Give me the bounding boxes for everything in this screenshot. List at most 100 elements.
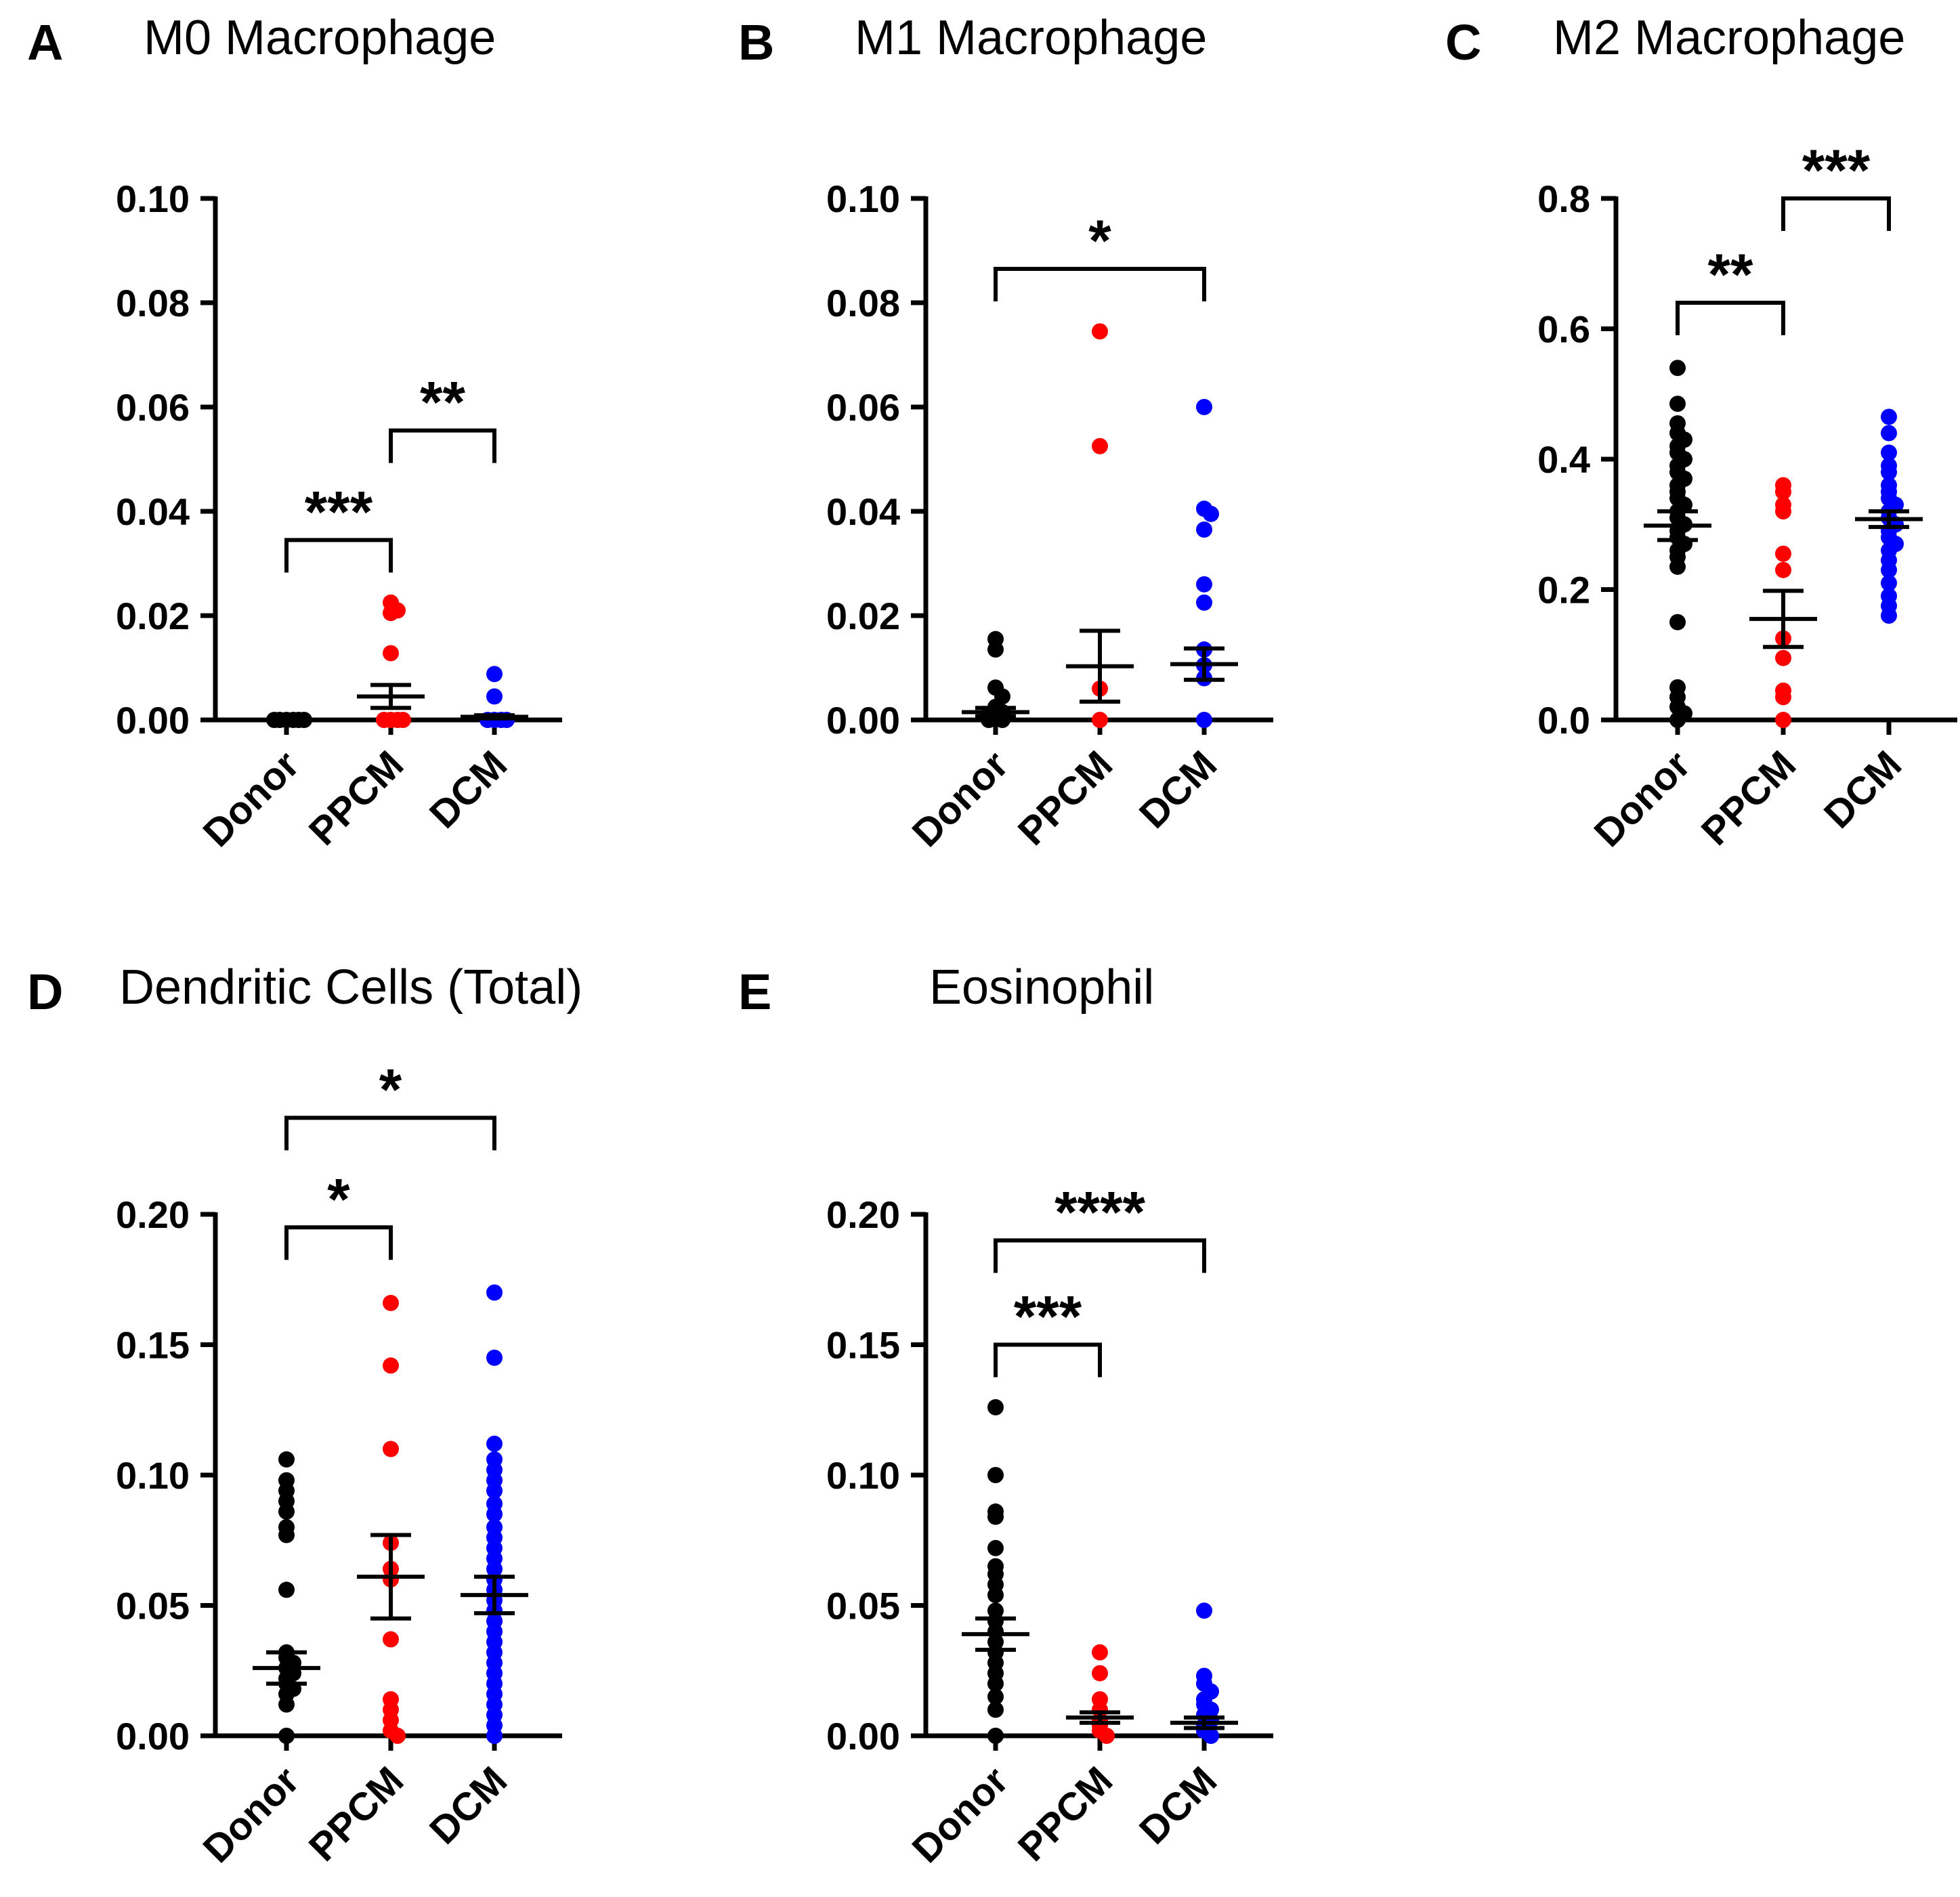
x-category-label: PPCM [1010, 742, 1121, 853]
data-point-ppcm [1775, 484, 1791, 500]
significance-label: *** [305, 479, 373, 545]
y-tick-label: 0.05 [116, 1585, 190, 1627]
data-point-dcm [486, 1506, 503, 1522]
significance-label: * [1088, 209, 1111, 274]
data-point-dcm [1196, 1602, 1212, 1619]
data-point-ppcm [1099, 1728, 1115, 1744]
data-point-ppcm [383, 605, 399, 622]
data-point-donor [278, 1503, 295, 1520]
significance-label: **** [1054, 1180, 1145, 1245]
data-point-dcm [1196, 521, 1212, 538]
data-point-ppcm [1775, 712, 1791, 728]
data-point-ppcm [1775, 689, 1791, 706]
data-point-ppcm [1092, 1665, 1108, 1682]
y-tick-label: 0.10 [116, 1454, 190, 1497]
significance-label: *** [1014, 1285, 1082, 1350]
significance-bracket [1676, 301, 1785, 335]
data-point-donor [1669, 712, 1686, 728]
panel-b: B M1 Macrophage 0.00 0.02 0.04 0.06 0.08 0.10 Do… [738, 11, 1273, 855]
data-point-donor [1669, 614, 1686, 631]
panel-title: M2 Macrophage [1553, 11, 1905, 65]
y-tick-label: 0.15 [116, 1324, 190, 1367]
data-point-donor [278, 1581, 295, 1598]
y-tick-label: 0.20 [826, 1193, 900, 1236]
data-point-ppcm [383, 1441, 399, 1457]
significance-bracket [994, 1238, 1206, 1273]
y-tick-label: 0.08 [826, 282, 900, 324]
y-tick-label: 0.02 [826, 595, 900, 637]
significance-label: *** [1802, 138, 1871, 203]
data-point-ppcm [1092, 438, 1108, 454]
data-point-donor [278, 1451, 295, 1468]
y-tick-label: 0.4 [1537, 438, 1590, 481]
data-point-dcm [1196, 594, 1212, 611]
data-point-dcm [1881, 425, 1897, 442]
x-category-label: DCM [1131, 1758, 1225, 1852]
y-tick-label: 0.00 [826, 699, 900, 742]
data-point-dcm [486, 1284, 503, 1301]
x-category-label: Donor [1585, 742, 1699, 855]
y-tick-label: 0.06 [826, 386, 900, 429]
data-point-ppcm [1775, 503, 1791, 519]
data-point-ppcm [395, 712, 411, 728]
significance-bracket [389, 428, 496, 463]
y-tick-label: 0.05 [826, 1585, 900, 1627]
data-point-dcm [1881, 464, 1897, 481]
panel-a: A M0 Macrophage 0.00 0.02 0.04 0.06 0.08 0.10 Do… [27, 11, 562, 855]
y-tick-label: 0.8 [1537, 177, 1590, 220]
data-point-dcm [1881, 561, 1897, 578]
y-tick-label: 0.04 [826, 490, 900, 533]
panel-title: Dendritic Cells (Total) [119, 960, 582, 1015]
data-point-ppcm [1092, 712, 1108, 728]
data-point-donor [987, 1676, 1004, 1692]
data-point-donor [1669, 558, 1686, 575]
significance-bracket [284, 538, 393, 573]
y-tick-label: 0.02 [116, 595, 190, 637]
data-point-dcm [1881, 608, 1897, 624]
panel-title: Eosinophil [929, 960, 1154, 1015]
x-category-label: Donor [903, 742, 1017, 855]
data-point-dcm [486, 1483, 503, 1499]
data-point-donor [987, 1701, 1004, 1718]
significance-label: ** [1708, 242, 1753, 307]
data-point-donor [987, 1539, 1004, 1556]
data-point-donor [987, 641, 1004, 658]
significance-bracket [284, 1115, 496, 1151]
x-category-label: DCM [1131, 742, 1225, 836]
y-tick-label: 0.6 [1537, 308, 1590, 351]
panel-title: M1 Macrophage [855, 11, 1207, 65]
data-point-donor [987, 1688, 1004, 1705]
data-point-dcm [486, 1349, 503, 1366]
data-point-dcm [486, 1728, 503, 1744]
data-point-ppcm [1775, 649, 1791, 666]
x-category-label: DCM [421, 742, 515, 836]
y-tick-label: 0.10 [826, 177, 900, 220]
x-category-label: DCM [1816, 742, 1910, 836]
data-point-donor [278, 1696, 295, 1713]
x-category-label: DCM [421, 1758, 515, 1852]
significance-bracket [994, 1342, 1102, 1378]
panel-letter: C [1445, 14, 1481, 70]
significance-bracket [1781, 196, 1891, 231]
y-tick-label: 0.20 [116, 1193, 190, 1236]
data-point-ppcm [383, 1357, 399, 1374]
x-category-label: Donor [194, 742, 307, 855]
panel-d: D Dendritic Cells (Total) 0.00 0.05 0.10 0.15… [27, 960, 582, 1871]
data-point-dcm [1196, 576, 1212, 593]
data-point-donor [1669, 360, 1686, 377]
data-point-donor [987, 1587, 1004, 1604]
data-point-donor [278, 1527, 295, 1543]
data-point-ppcm [383, 645, 399, 662]
x-category-label: Donor [903, 1758, 1017, 1871]
data-point-dcm [1196, 712, 1212, 728]
data-point-dcm [1881, 574, 1897, 591]
data-point-ppcm [383, 1294, 399, 1311]
x-category-label: PPCM [1010, 1758, 1121, 1869]
data-point-dcm [486, 666, 503, 683]
data-point-dcm [1881, 444, 1897, 461]
data-point-donor [987, 1508, 1004, 1525]
data-point-ppcm [1092, 1644, 1108, 1661]
significance-label: ** [420, 370, 465, 435]
